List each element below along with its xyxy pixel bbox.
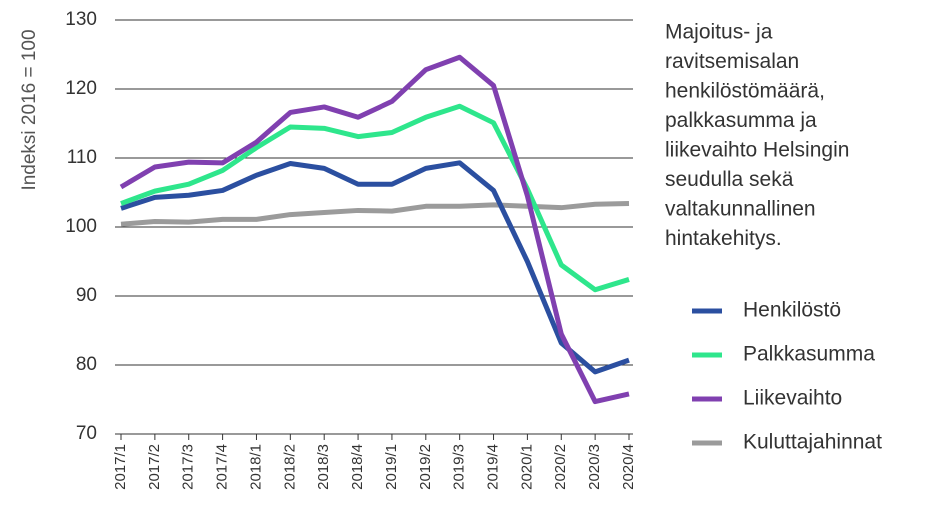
x-tick-label: 2019/1 — [383, 444, 400, 490]
legend-label: Palkkasumma — [743, 343, 875, 366]
series-line — [120, 103, 630, 293]
x-tick-label: 2017/4 — [214, 444, 231, 490]
x-tick-label: 2020/3 — [586, 444, 603, 490]
y-tick-label: 70 — [76, 423, 97, 444]
x-tick-label: 2017/1 — [112, 444, 129, 490]
y-tick-label: 80 — [76, 354, 97, 375]
x-tick-label: 2019/4 — [485, 444, 502, 490]
x-tick-label: 2020/1 — [518, 444, 535, 490]
chart-title: seudulla sekä — [665, 168, 794, 191]
x-tick-label: 2017/2 — [146, 444, 163, 490]
x-tick-label: 2019/3 — [451, 444, 468, 490]
legend-label: Liikevaihto — [743, 387, 842, 410]
y-tick-label: 130 — [65, 9, 97, 30]
y-tick-label: 90 — [76, 285, 97, 306]
y-tick-label: 120 — [65, 78, 97, 99]
y-axis-label: Indeksi 2016 = 100 — [19, 29, 40, 190]
chart-title: valtakunnallinen — [665, 198, 816, 221]
chart-title: henkilöstömäärä, — [665, 80, 825, 103]
x-tick-label: 2018/4 — [349, 444, 366, 490]
x-tick-label: 2018/1 — [247, 444, 264, 490]
x-tick-label: 2018/2 — [281, 444, 298, 490]
chart-title: palkkasumma ja — [665, 109, 817, 132]
chart-title: Majoitus- ja — [665, 21, 773, 44]
x-tick-label: 2019/2 — [417, 444, 434, 490]
x-tick-label: 2020/4 — [620, 444, 637, 490]
series-line — [119, 54, 630, 405]
chart-title: hintakehitys. — [665, 227, 782, 250]
x-tick-label: 2020/2 — [552, 444, 569, 490]
legend-label: Kuluttajahinnat — [743, 431, 882, 454]
x-tick-label: 2018/3 — [315, 444, 332, 490]
series-line — [120, 160, 630, 375]
y-tick-label: 110 — [67, 147, 97, 168]
legend-label: Henkilöstö — [743, 299, 841, 322]
chart-title: liikevaihto Helsingin — [665, 139, 849, 162]
y-tick-label: 100 — [65, 216, 97, 237]
x-tick-label: 2017/3 — [180, 444, 197, 490]
series-line — [120, 201, 630, 227]
chart-title: ravitsemisalan — [665, 50, 799, 73]
